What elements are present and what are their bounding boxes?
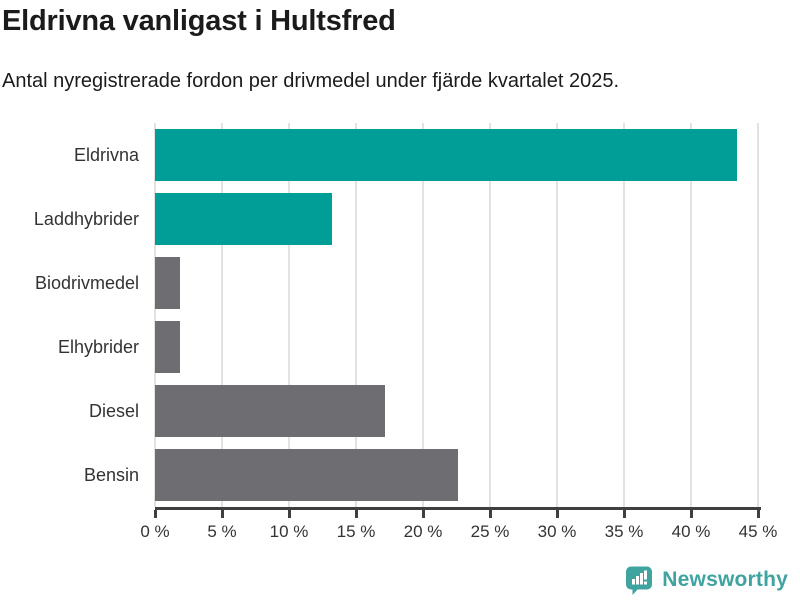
- category-label: Bensin: [83, 465, 139, 485]
- axis-tick: [287, 510, 291, 518]
- axis-tick: [622, 510, 626, 518]
- axis-tick-label: 5 %: [207, 522, 237, 541]
- gridline: [690, 123, 692, 507]
- axis-tick-label: 25 %: [470, 522, 510, 541]
- axis-tick-label: 0 %: [140, 522, 170, 541]
- bar-chart: Eldrivna Laddhybrider Biodrivmedel Elhybrid…: [0, 123, 800, 507]
- bar-eldrivna: [155, 129, 737, 181]
- axis-tick-label: 45 %: [738, 522, 778, 541]
- bar-track: [155, 257, 800, 309]
- bar-laddhybrider: [155, 193, 332, 245]
- axis-tick: [153, 510, 157, 518]
- gridline: [757, 123, 759, 507]
- category-label: Elhybrider: [57, 337, 139, 357]
- category-label: Eldrivna: [73, 145, 139, 165]
- bar-track: [155, 129, 800, 181]
- category-label: Laddhybrider: [33, 209, 139, 229]
- bar-track: [155, 385, 800, 437]
- chart-row: Eldrivna: [0, 123, 800, 187]
- chart-subtitle: Antal nyregistrerade fordon per drivmede…: [2, 70, 620, 92]
- gridline: [355, 123, 357, 507]
- axis-tick-label: 30 %: [537, 522, 577, 541]
- axis-tick: [756, 510, 760, 518]
- axis-tick: [354, 510, 358, 518]
- chart-row: Biodrivmedel: [0, 251, 800, 315]
- chart-title: Eldrivna vanligast i Hultsfred: [2, 5, 396, 37]
- logo-barchart-exclamation-glyph: [632, 570, 648, 585]
- gridline: [288, 123, 290, 507]
- newsworthy-logo-icon: [626, 566, 653, 595]
- axis-tick-label: 40 %: [671, 522, 711, 541]
- bar-diesel: [155, 385, 386, 437]
- bar-track: [155, 193, 800, 245]
- chart-row: Diesel: [0, 379, 800, 443]
- bar-biodrivmedel: [155, 257, 181, 309]
- gridline: [221, 123, 223, 507]
- x-axis-line: [155, 507, 761, 510]
- gridline: [422, 123, 424, 507]
- chart-row: Bensin: [0, 443, 800, 507]
- category-label: Biodrivmedel: [34, 273, 139, 293]
- axis-tick: [421, 510, 425, 518]
- axis-tick-label: 35 %: [604, 522, 644, 541]
- axis-tick-label: 15 %: [336, 522, 376, 541]
- axis-tick: [555, 510, 559, 518]
- axis-tick-label: 10 %: [269, 522, 309, 541]
- bar-track: [155, 321, 800, 373]
- bar-bensin: [155, 449, 458, 501]
- gridline: [154, 123, 156, 507]
- plot-area: [154, 123, 760, 507]
- gridline: [489, 123, 491, 507]
- axis-tick: [220, 510, 224, 518]
- bar-track: [155, 449, 800, 501]
- newsworthy-wordmark: Newsworthy: [662, 568, 788, 591]
- gridline: [623, 123, 625, 507]
- category-label: Diesel: [88, 401, 139, 421]
- bar-elhybrider: [155, 321, 181, 373]
- newsworthy-logo: Newsworthy: [624, 564, 788, 596]
- chart-row: Elhybrider: [0, 315, 800, 379]
- axis-tick: [689, 510, 693, 518]
- axis-tick: [488, 510, 492, 518]
- gridline: [556, 123, 558, 507]
- chart-row: Laddhybrider: [0, 187, 800, 251]
- axis-tick-label: 20 %: [403, 522, 443, 541]
